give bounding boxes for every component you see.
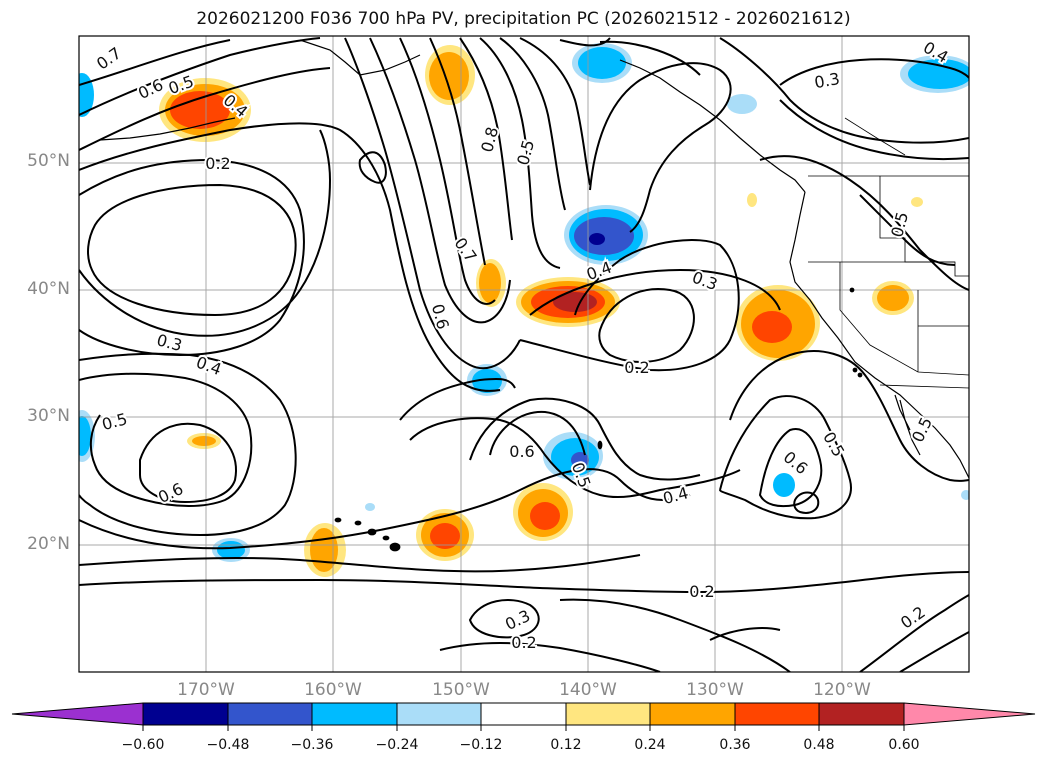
precip-negative-area [574, 217, 634, 255]
precip-negative-area [961, 490, 969, 500]
precip-negative-area [727, 94, 757, 114]
precip-negative-area [578, 47, 626, 79]
precip-negative-area [908, 59, 969, 89]
colorbar-tick-label: −0.60 [121, 737, 165, 753]
colorbar-tick-label: 0.48 [803, 737, 835, 753]
contour-label: 0.4 [194, 353, 224, 380]
contour-label: 0.2 [205, 154, 230, 173]
precip-negative-area [773, 473, 795, 497]
colorbar-segment [311, 702, 398, 726]
precip-positive-area [877, 285, 909, 311]
lon-label: 130°W [686, 680, 744, 700]
lon-label: 140°W [559, 680, 617, 700]
contour-label: 0.2 [511, 633, 536, 652]
lon-label: 120°W [813, 680, 871, 700]
colorbar-tick-label: 0.12 [550, 737, 582, 753]
colorbar-segment [142, 702, 229, 726]
colorbar-segment [649, 702, 736, 726]
precip-positive-area [553, 292, 597, 312]
colorbar-segment [480, 702, 567, 726]
contour-label: 0.8 [477, 125, 502, 155]
colorbar-segment [396, 702, 482, 726]
islands [334, 287, 863, 552]
lat-label: 20°N [27, 534, 70, 554]
contour-label: 0.2 [624, 358, 649, 377]
coastlines [99, 39, 969, 479]
precip-positive-area [479, 263, 501, 303]
colorbar-tick-label: 0.60 [888, 737, 920, 753]
contour-label: 0.5 [819, 428, 848, 460]
colorbar-segment [818, 702, 905, 726]
lon-label: 150°W [432, 680, 490, 700]
precip-positive-area [430, 523, 460, 549]
precip-negative-area [589, 233, 605, 245]
precip-negative-area [365, 503, 375, 511]
precip-positive-area [911, 197, 923, 207]
precip-positive-area [170, 91, 230, 129]
colorbar-tick-label: 0.24 [634, 737, 666, 753]
lat-label: 40°N [27, 279, 70, 299]
contour-label: 0.5 [100, 409, 130, 434]
contour-label: 0.2 [897, 602, 929, 632]
precip-negative-area [79, 416, 91, 456]
precip-positive-area [310, 528, 338, 572]
precip-positive-area [747, 193, 757, 207]
precip-negative-area [472, 369, 502, 393]
contour-label: 0.7 [450, 234, 480, 266]
contour-label: 0.7 [93, 43, 125, 73]
colorbar-tick-label: −0.36 [290, 737, 334, 753]
lat-label: 50°N [27, 151, 70, 171]
precip-positive-area [530, 502, 560, 530]
precip-positive-area [192, 436, 216, 446]
contour-label: 0.3 [502, 606, 533, 634]
lat-label: 30°N [27, 406, 70, 426]
colorbar-extend-high [903, 702, 1036, 726]
colorbar-extend-low [11, 702, 144, 726]
precip-negative-area [571, 452, 589, 468]
colorbar-tick-label: −0.48 [206, 737, 250, 753]
lon-label: 170°W [177, 680, 235, 700]
colorbar-segment [227, 702, 313, 726]
colorbar-tick-label: −0.24 [375, 737, 419, 753]
graticule [79, 36, 969, 672]
contour-label: 0.6 [428, 302, 453, 332]
colorbar [11, 702, 1036, 726]
colorbar-segment [565, 702, 651, 726]
contour-label: 0.3 [813, 69, 841, 92]
precip-positive-area [752, 311, 792, 343]
precip-shading [79, 43, 969, 577]
precip-negative-area [217, 541, 245, 559]
map-frame [78, 35, 970, 673]
contour-label: 0.6 [509, 442, 534, 461]
colorbar-ticks [142, 725, 905, 731]
colorbar-tick-label: 0.36 [719, 737, 751, 753]
map-title: 2026021200 F036 700 hPa PV, precipitatio… [196, 9, 851, 29]
pv-contours [79, 37, 969, 672]
contour-label: 0.4 [661, 483, 691, 508]
colorbar-tick-label: −0.12 [459, 737, 503, 753]
precip-positive-area [429, 52, 469, 100]
contour-label: 0.2 [689, 582, 714, 601]
colorbar-segment [734, 702, 820, 726]
lon-label: 160°W [304, 680, 362, 700]
